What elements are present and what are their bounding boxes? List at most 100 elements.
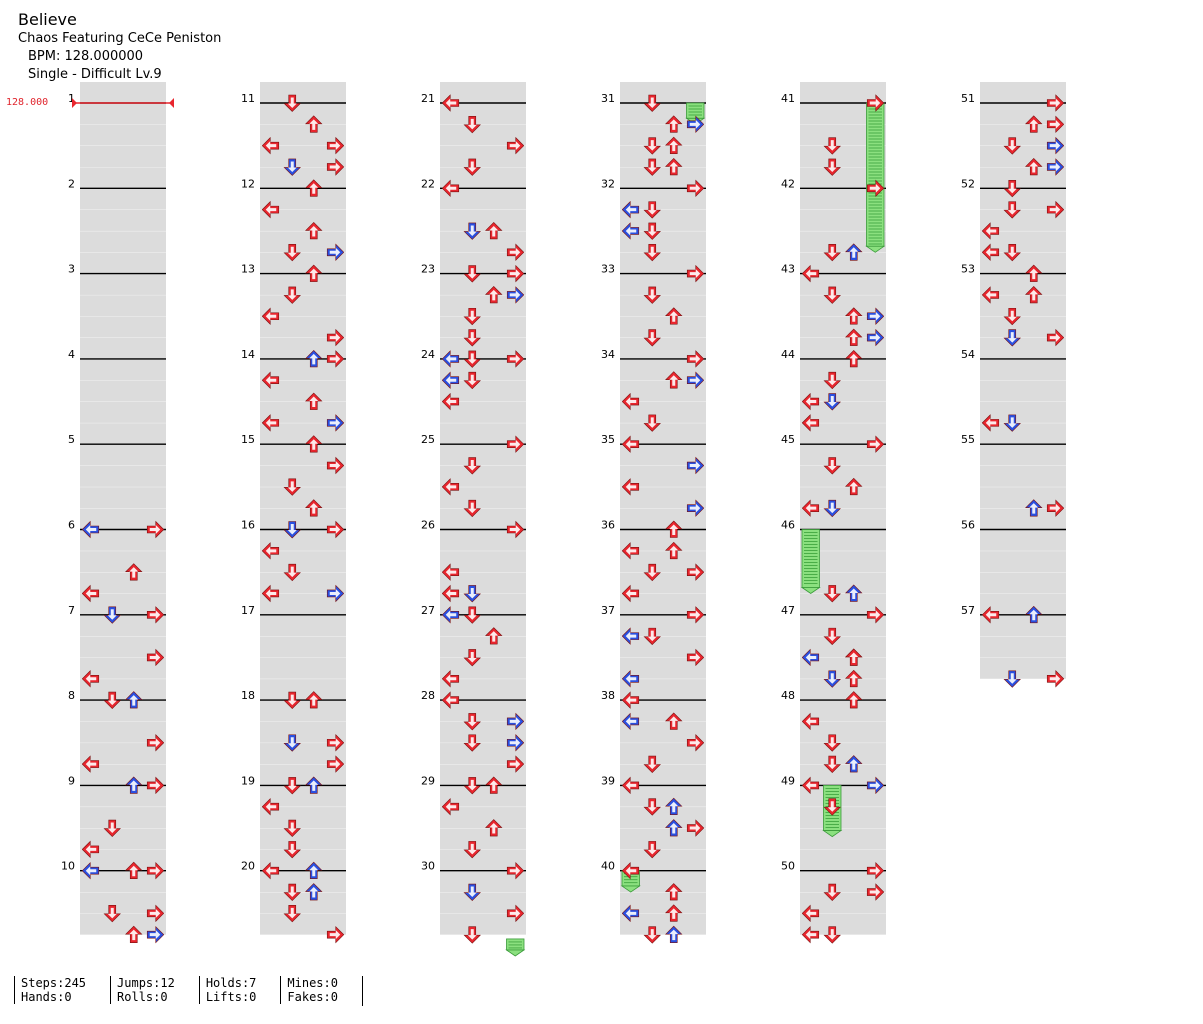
- beat-stripe: [440, 828, 526, 850]
- beat-stripe: [440, 167, 526, 189]
- measure-15: 15: [241, 423, 346, 509]
- left-arrow-icon: [441, 563, 460, 581]
- measure-number: 51: [961, 92, 975, 105]
- arrow-inner: [827, 289, 837, 300]
- arrow-inner: [669, 716, 679, 727]
- arrow-inner: [467, 353, 477, 364]
- down-arrow-icon: [283, 883, 301, 901]
- arrow-inner: [445, 610, 457, 620]
- arrow-inner: [1007, 310, 1017, 322]
- right-arrow-icon: [1046, 670, 1065, 688]
- left-arrow-icon: [801, 904, 820, 923]
- bpm-text: BPM: 128.000000: [28, 49, 144, 64]
- left-arrow-icon: [981, 222, 1000, 240]
- stat-lifts: Lifts:0: [205, 990, 257, 1004]
- up-arrow-icon: [665, 819, 683, 837]
- down-arrow-icon: [463, 777, 481, 795]
- arrow-inner: [625, 439, 637, 449]
- arrow-inner: [849, 353, 859, 365]
- beat-stripe: [800, 465, 886, 487]
- left-arrow-icon: [621, 435, 640, 453]
- arrow-inner: [509, 290, 521, 300]
- measure-7: 7: [68, 593, 166, 679]
- right-arrow-icon: [326, 243, 345, 261]
- left-arrow-icon: [81, 861, 100, 880]
- right-arrow-icon: [326, 520, 345, 539]
- arrow-inner: [509, 269, 521, 279]
- down-arrow-icon: [643, 563, 661, 582]
- arrow-inner: [489, 289, 499, 301]
- down-arrow-icon: [643, 329, 661, 347]
- beat-stripe: [620, 124, 706, 146]
- right-arrow-icon: [326, 755, 345, 773]
- arrow-inner: [149, 908, 161, 918]
- arrow-inner: [1049, 333, 1061, 343]
- beat-stripe: [980, 82, 1066, 103]
- arrow-inner: [827, 374, 837, 386]
- arrow-inner: [1007, 204, 1017, 215]
- beat-stripe: [800, 295, 886, 317]
- arrow-inner: [647, 97, 657, 108]
- beat-stripe: [260, 871, 346, 893]
- up-arrow-icon: [305, 499, 323, 517]
- arrow-inner: [849, 588, 859, 599]
- arrow-inner: [1007, 182, 1017, 194]
- arrow-inner: [647, 566, 657, 578]
- arrow-inner: [689, 354, 701, 364]
- stat-jumps: Jumps:12: [117, 976, 175, 990]
- down-arrow-icon: [283, 158, 301, 176]
- left-arrow-icon: [81, 755, 100, 773]
- beat-stripe: [980, 615, 1066, 637]
- arrow-inner: [309, 503, 319, 514]
- beat-stripe: [80, 273, 166, 295]
- arrow-inner: [149, 610, 161, 620]
- down-arrow-icon: [823, 585, 841, 603]
- arrow-inner: [445, 674, 457, 684]
- arrow-inner: [467, 886, 477, 898]
- beat-stripe: [620, 209, 706, 231]
- arrow-inner: [467, 332, 477, 343]
- down-arrow-icon: [823, 243, 841, 262]
- right-arrow-icon: [866, 179, 885, 198]
- arrow-inner: [805, 716, 817, 726]
- right-arrow-icon: [866, 94, 885, 112]
- right-arrow-icon: [866, 435, 885, 453]
- beat-stripe: [800, 103, 886, 125]
- arrow-inner: [509, 866, 521, 876]
- measure-49: 49: [781, 764, 886, 850]
- difficulty-text: Single - Difficult Lv.9: [28, 67, 162, 82]
- left-arrow-icon: [261, 542, 280, 560]
- beat-stripe: [800, 721, 886, 743]
- arrow-inner: [265, 141, 277, 151]
- arrow-inner: [489, 225, 499, 237]
- beat-stripe: [440, 593, 526, 615]
- beat-stripe: [980, 593, 1066, 615]
- arrow-inner: [827, 929, 837, 940]
- measure-number: 48: [781, 689, 795, 702]
- beat-stripe: [980, 124, 1066, 146]
- beat-stripe: [440, 124, 526, 146]
- measure-25: 25: [421, 423, 526, 509]
- beat-stripe: [260, 231, 346, 253]
- beat-stripe: [980, 316, 1066, 338]
- arrow-inner: [329, 930, 341, 940]
- arrow-inner: [849, 673, 859, 685]
- arrow-inner: [827, 587, 837, 599]
- up-arrow-icon: [305, 776, 323, 794]
- down-arrow-icon: [463, 158, 481, 176]
- beat-stripe: [980, 209, 1066, 231]
- beat-stripe: [260, 209, 346, 231]
- arrow-inner: [827, 161, 837, 172]
- down-arrow-icon: [283, 478, 301, 496]
- measure-number: 41: [781, 92, 795, 105]
- down-arrow-icon: [283, 94, 301, 112]
- arrow-inner: [869, 780, 881, 790]
- right-arrow-icon: [866, 328, 885, 347]
- arrow-inner: [669, 887, 679, 898]
- right-arrow-icon: [1046, 115, 1065, 134]
- measure-number: 11: [241, 92, 255, 105]
- beat-stripe: [980, 529, 1066, 551]
- left-arrow-icon: [801, 776, 820, 795]
- beat-stripe: [800, 508, 886, 530]
- measure-35: 35: [601, 423, 706, 509]
